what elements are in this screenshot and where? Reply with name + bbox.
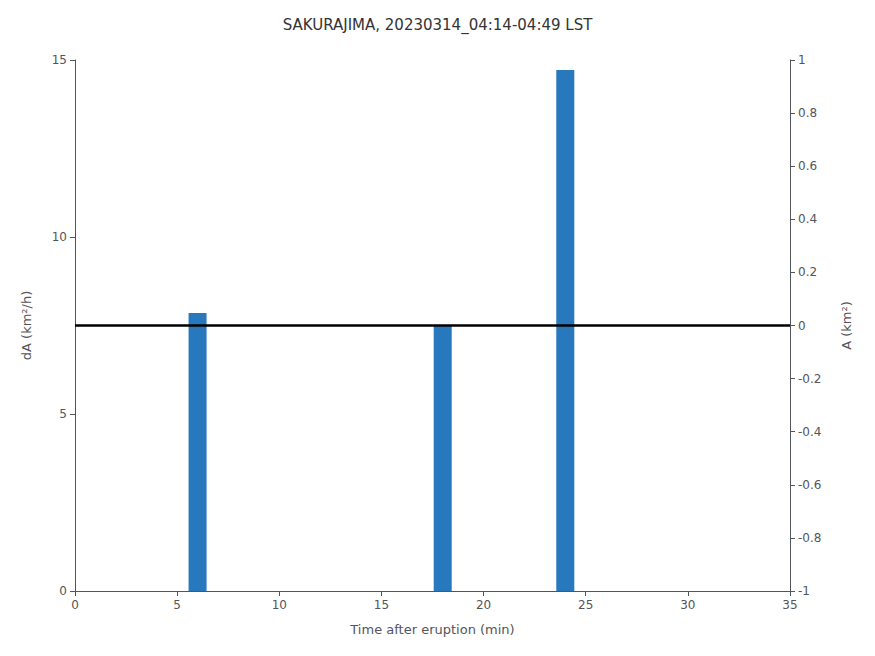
svg-text:5: 5 — [173, 598, 181, 612]
svg-text:dA (km²/h): dA (km²/h) — [19, 291, 34, 360]
svg-text:0: 0 — [59, 584, 67, 598]
svg-text:15: 15 — [52, 53, 67, 67]
svg-text:Time after eruption (min): Time after eruption (min) — [349, 622, 514, 637]
svg-text:A (km²): A (km²) — [839, 301, 854, 350]
svg-text:-1: -1 — [798, 584, 810, 598]
svg-text:20: 20 — [476, 598, 491, 612]
svg-text:SAKURAJIMA, 20230314_04:14-04:: SAKURAJIMA, 20230314_04:14-04:49 LST — [283, 16, 593, 35]
svg-text:0.6: 0.6 — [798, 159, 817, 173]
svg-text:30: 30 — [680, 598, 695, 612]
svg-text:0.2: 0.2 — [798, 265, 817, 279]
svg-text:25: 25 — [578, 598, 593, 612]
svg-text:5: 5 — [59, 407, 67, 421]
svg-text:10: 10 — [272, 598, 287, 612]
svg-text:-0.2: -0.2 — [798, 372, 821, 386]
svg-text:0: 0 — [798, 319, 806, 333]
svg-text:10: 10 — [52, 230, 67, 244]
svg-text:35: 35 — [782, 598, 797, 612]
svg-text:15: 15 — [374, 598, 389, 612]
svg-text:-0.8: -0.8 — [798, 531, 821, 545]
svg-text:-0.4: -0.4 — [798, 425, 821, 439]
svg-text:0.4: 0.4 — [798, 212, 817, 226]
svg-text:1: 1 — [798, 53, 806, 67]
svg-text:0: 0 — [71, 598, 79, 612]
svg-text:0.8: 0.8 — [798, 106, 817, 120]
svg-text:-0.6: -0.6 — [798, 478, 821, 492]
